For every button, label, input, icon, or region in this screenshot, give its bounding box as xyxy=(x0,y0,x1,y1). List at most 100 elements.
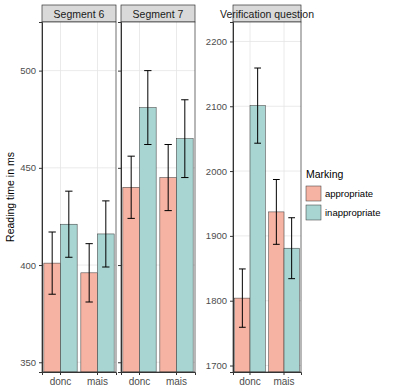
tick-label: 1900 xyxy=(206,230,227,241)
tick-label: 450 xyxy=(20,162,36,173)
grid xyxy=(42,22,116,372)
grid-line xyxy=(233,41,301,42)
error-bar-stem xyxy=(242,269,243,327)
grid-line xyxy=(42,167,116,168)
grid xyxy=(233,22,301,372)
tick-mark xyxy=(39,265,42,266)
tick-mark xyxy=(284,372,285,375)
error-bar-stem xyxy=(89,244,90,302)
error-bar xyxy=(86,244,93,302)
y-tick xyxy=(118,71,121,72)
error-bar-cap xyxy=(288,217,295,218)
panel-title: Verification question xyxy=(220,8,314,20)
error-bar xyxy=(181,100,188,178)
error-bar-stem xyxy=(184,100,185,178)
x-tick: donc xyxy=(50,372,72,387)
tick-label: donc xyxy=(129,376,151,387)
legend-key xyxy=(306,186,321,201)
plot-frame xyxy=(121,22,195,372)
y-axis: 170018001900200021002200 xyxy=(206,23,234,373)
panel: Segment 7doncmais xyxy=(118,5,196,387)
plot-background xyxy=(233,22,301,372)
tick-mark xyxy=(230,236,233,237)
panel: Verification question1700180019002000210… xyxy=(206,5,314,387)
y-tick: 2000 xyxy=(206,166,233,177)
strip xyxy=(121,5,195,22)
error-bar-cap xyxy=(273,179,280,180)
grid xyxy=(121,22,195,372)
error-bar-cap xyxy=(165,210,172,211)
tick-label: mais xyxy=(273,376,294,387)
error-bar-cap xyxy=(144,144,151,145)
axis-line xyxy=(43,373,117,376)
tick-mark xyxy=(230,171,233,172)
error-bar-cap xyxy=(288,278,295,279)
x-tick: mais xyxy=(166,372,187,387)
x-axis: donc mais xyxy=(234,372,302,387)
marks xyxy=(44,191,114,372)
error-bar-cap xyxy=(273,244,280,245)
strip xyxy=(42,5,116,22)
error-bar-cap xyxy=(65,191,72,192)
error-bar-stem xyxy=(105,201,106,267)
y-axis-title: Reading time in ms xyxy=(4,152,16,242)
tick-mark xyxy=(39,168,42,169)
tick-mark xyxy=(176,372,177,375)
error-bar xyxy=(254,68,261,143)
error-bar-stem xyxy=(257,68,258,143)
bar xyxy=(250,106,265,372)
tick-mark xyxy=(97,372,98,375)
error-bar xyxy=(273,180,280,245)
tick-label: donc xyxy=(239,376,261,387)
x-tick: donc xyxy=(129,372,151,387)
grid-line xyxy=(233,171,301,172)
error-bar-stem xyxy=(52,232,53,294)
tick-mark xyxy=(118,265,121,266)
error-bar xyxy=(288,218,295,279)
error-bar xyxy=(165,145,172,211)
error-bar xyxy=(65,191,72,257)
tick-mark xyxy=(230,301,233,302)
axis-line xyxy=(122,373,196,376)
legend-label: inappropriate xyxy=(325,207,380,218)
grid-line xyxy=(233,235,301,236)
plot-background xyxy=(121,22,195,372)
error-bar-cap xyxy=(49,232,56,233)
error-bar-cap xyxy=(254,68,261,69)
error-bar xyxy=(239,269,246,327)
legend-label: appropriate xyxy=(325,188,373,199)
grid-line xyxy=(233,106,301,107)
y-tick xyxy=(118,362,121,363)
panel-title: Segment 6 xyxy=(54,8,105,20)
y-tick: 500 xyxy=(20,65,42,76)
error-bar-cap xyxy=(181,99,188,100)
plot-frame xyxy=(233,22,301,372)
error-bar-cap xyxy=(239,268,246,269)
x-tick: donc xyxy=(239,372,261,387)
error-bar-stem xyxy=(168,145,169,211)
error-bar-cap xyxy=(86,243,93,244)
error-bar xyxy=(102,201,109,267)
tick-mark xyxy=(39,71,42,72)
tick-label: mais xyxy=(166,376,187,387)
error-bar-stem xyxy=(276,180,277,245)
error-bar-cap xyxy=(165,144,172,145)
y-tick xyxy=(118,168,121,169)
error-bar-cap xyxy=(144,70,151,71)
panel: Segment 6350400450500doncmais xyxy=(20,5,116,387)
bar xyxy=(140,108,157,372)
grid-line xyxy=(121,70,195,71)
error-bar-stem xyxy=(131,156,132,218)
y-tick: 400 xyxy=(20,260,42,271)
plot-background xyxy=(42,22,116,372)
error-bar-cap xyxy=(86,302,93,303)
tick-label: 2100 xyxy=(206,101,227,112)
y-tick: 1900 xyxy=(206,230,233,241)
grid-line xyxy=(42,70,116,71)
tick-label: 2000 xyxy=(206,166,227,177)
axis-line xyxy=(230,23,234,373)
y-tick: 1800 xyxy=(206,295,233,306)
legend: Markingappropriateinappropriate xyxy=(306,168,380,220)
error-bar-cap xyxy=(49,294,56,295)
tick-label: donc xyxy=(50,376,72,387)
